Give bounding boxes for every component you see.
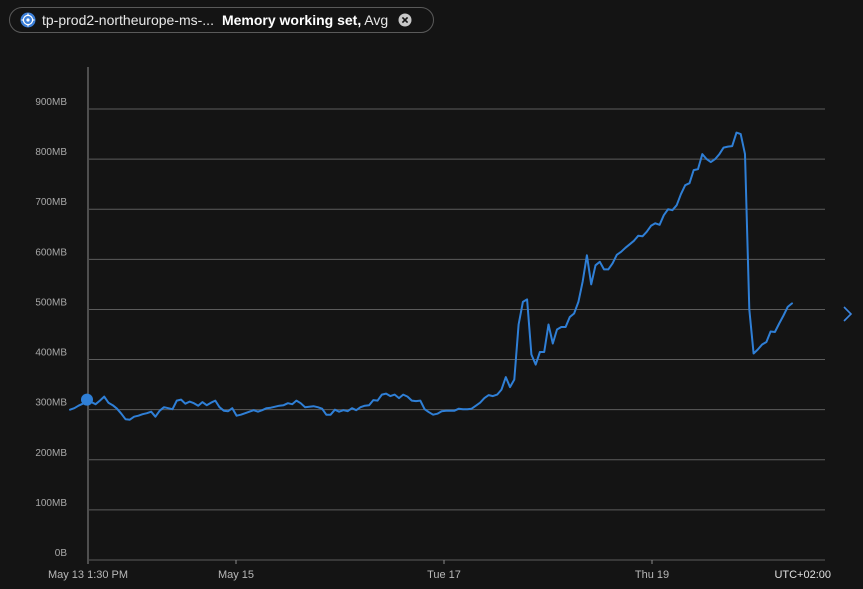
- x-tick-label: May 15: [218, 569, 254, 581]
- close-circle-icon[interactable]: [398, 13, 412, 27]
- y-tick-label: 0B: [55, 548, 68, 559]
- series-line-memory-working-set: [69, 131, 793, 421]
- timezone-label: UTC+02:00: [774, 569, 831, 581]
- y-tick-label: 200MB: [35, 448, 67, 459]
- y-tick-label: 800MB: [35, 147, 67, 158]
- resource-name: tp-prod2-northeurope-ms-...: [42, 12, 214, 28]
- metric-name: Memory working set,: [221, 12, 362, 28]
- chevron-right-icon[interactable]: [838, 302, 856, 326]
- x-axis-ticks: May 13 1:30 PM May 15 Tue 17 Thu 19: [48, 560, 669, 581]
- y-tick-label: 900MB: [35, 97, 67, 108]
- y-tick-label: 500MB: [35, 297, 67, 308]
- metric-legend-pill[interactable]: tp-prod2-northeurope-ms-... Memory worki…: [9, 7, 434, 33]
- kubernetes-globe-icon: [20, 12, 36, 28]
- x-tick-label: May 13 1:30 PM: [48, 569, 128, 581]
- x-tick-label: Thu 19: [635, 569, 669, 581]
- aggregation-label: Avg: [364, 12, 389, 28]
- gridlines: [89, 108, 825, 561]
- y-tick-label: 300MB: [35, 398, 67, 409]
- y-tick-label: 100MB: [35, 498, 67, 509]
- hover-cursor-dot: [81, 393, 93, 406]
- y-tick-label: 400MB: [35, 348, 67, 359]
- y-tick-label: 700MB: [35, 197, 67, 208]
- y-axis-ticks: 0B 100MB 200MB 300MB 400MB 500MB 600MB 700MB 800…: [35, 97, 67, 559]
- x-tick-label: Tue 17: [427, 569, 461, 581]
- y-tick-label: 600MB: [35, 247, 67, 258]
